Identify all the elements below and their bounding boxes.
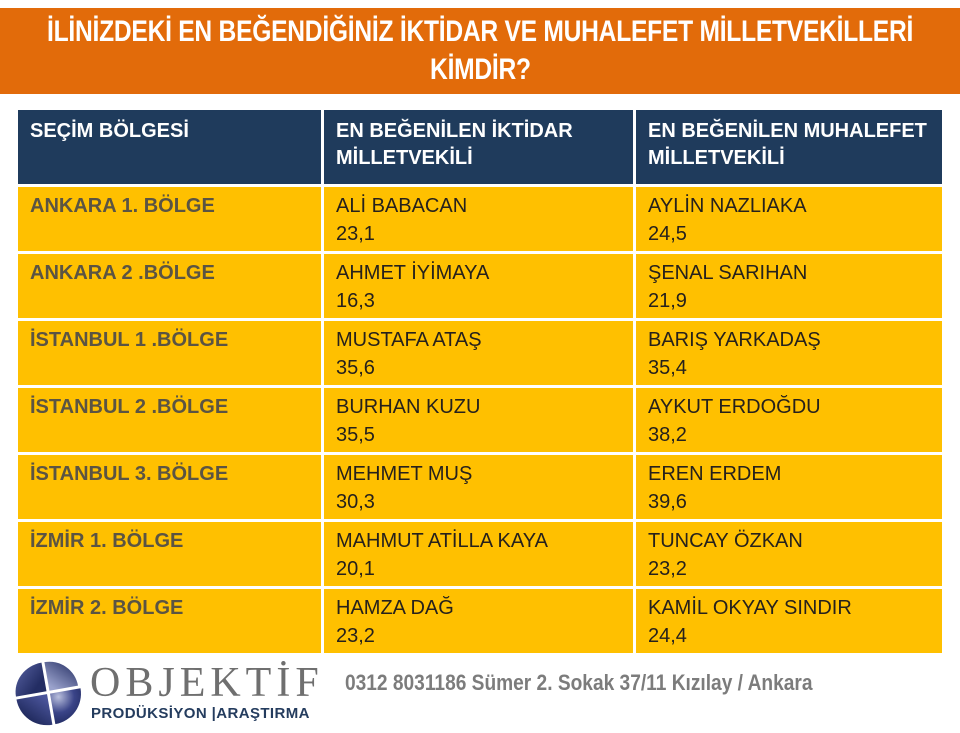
- table-cell-region: İZMİR 1. BÖLGE: [18, 522, 321, 586]
- slide-title-line2: KİMDİR?: [429, 53, 531, 86]
- mp-score: 35,5: [336, 424, 375, 446]
- table-cell-muhalefet: EREN ERDEM 39,6: [636, 455, 942, 519]
- table-cell-iktidar: BURHAN KUZU 35,5: [324, 388, 633, 452]
- mp-name: HAMZA DAĞ: [336, 597, 454, 619]
- mp-score: 20,1: [336, 558, 375, 580]
- mp-score: 23,2: [336, 625, 375, 647]
- table-cell-region: İSTANBUL 2 .BÖLGE: [18, 388, 321, 452]
- table-cell-iktidar: ALİ BABACAN 23,1: [324, 187, 633, 251]
- table-cell-iktidar: MUSTAFA ATAŞ 35,6: [324, 321, 633, 385]
- mp-score: 35,4: [648, 357, 687, 379]
- mp-name: BURHAN KUZU: [336, 396, 481, 418]
- mp-name: AYKUT ERDOĞDU: [648, 396, 821, 418]
- mp-name: KAMİL OKYAY SINDIR: [648, 597, 852, 619]
- footer: OBJEKTİF PRODÜKSİYON |ARAŞTIRMA 0312 803…: [0, 656, 960, 731]
- objektif-logo: OBJEKTİF PRODÜKSİYON |ARAŞTIRMA: [10, 657, 319, 731]
- mp-name: ALİ BABACAN: [336, 195, 468, 217]
- mp-name: AHMET İYİMAYA: [336, 262, 490, 284]
- mp-score: 16,3: [336, 290, 375, 312]
- table-cell-iktidar: MAHMUT ATİLLA KAYA 20,1: [324, 522, 633, 586]
- table-cell-iktidar: HAMZA DAĞ 23,2: [324, 589, 633, 653]
- table-cell-region: ANKARA 1. BÖLGE: [18, 187, 321, 251]
- mp-name: TUNCAY ÖZKAN: [648, 530, 803, 552]
- table-cell-region: İZMİR 2. BÖLGE: [18, 589, 321, 653]
- header-cell-region: SEÇİM BÖLGESİ: [18, 110, 321, 184]
- table-cell-muhalefet: AYLİN NAZLIAKA 24,5: [636, 187, 942, 251]
- mp-score: 24,4: [648, 625, 687, 647]
- contact-info: 0312 8031186 Sümer 2. Sokak 37/11 Kızıla…: [345, 670, 813, 695]
- table-cell-region: ANKARA 2 .BÖLGE: [18, 254, 321, 318]
- header-cell-muhalefet: EN BEĞENİLEN MUHALEFET MİLLETVEKİLİ: [636, 110, 942, 184]
- table-cell-muhalefet: KAMİL OKYAY SINDIR 24,4: [636, 589, 942, 653]
- mp-score: 23,1: [336, 223, 375, 245]
- table-cell-muhalefet: TUNCAY ÖZKAN 23,2: [636, 522, 942, 586]
- table-cell-muhalefet: AYKUT ERDOĞDU 38,2: [636, 388, 942, 452]
- mp-name: AYLİN NAZLIAKA: [648, 195, 807, 217]
- logo-subtitle: PRODÜKSİYON |ARAŞTIRMA: [91, 705, 310, 722]
- mp-name: ŞENAL SARIHAN: [648, 262, 808, 284]
- mp-name: EREN ERDEM: [648, 463, 782, 485]
- table-cell-iktidar: AHMET İYİMAYA 16,3: [324, 254, 633, 318]
- mp-name: MAHMUT ATİLLA KAYA: [336, 530, 548, 552]
- mp-name: BARIŞ YARKADAŞ: [648, 329, 821, 351]
- table-cell-iktidar: MEHMET MUŞ 30,3: [324, 455, 633, 519]
- mp-score: 39,6: [648, 491, 687, 513]
- slide-title-line1: İLİNİZDEKİ EN BEĞENDİĞİNİZ İKTİDAR VE MU…: [47, 15, 914, 48]
- mp-name: MEHMET MUŞ: [336, 463, 473, 485]
- table-cell-muhalefet: ŞENAL SARIHAN 21,9: [636, 254, 942, 318]
- results-table: SEÇİM BÖLGESİ EN BEĞENİLEN İKTİDAR MİLLE…: [18, 110, 942, 653]
- title-banner: İLİNİZDEKİ EN BEĞENDİĞİNİZ İKTİDAR VE MU…: [0, 8, 960, 94]
- objektif-logo-icon: [9, 655, 88, 733]
- mp-score: 21,9: [648, 290, 687, 312]
- mp-name: MUSTAFA ATAŞ: [336, 329, 482, 351]
- header-cell-iktidar: EN BEĞENİLEN İKTİDAR MİLLETVEKİLİ: [324, 110, 633, 184]
- mp-score: 35,6: [336, 357, 375, 379]
- mp-score: 30,3: [336, 491, 375, 513]
- table-cell-region: İSTANBUL 1 .BÖLGE: [18, 321, 321, 385]
- logo-title: OBJEKTİF: [90, 660, 324, 706]
- mp-score: 23,2: [648, 558, 687, 580]
- table-cell-muhalefet: BARIŞ YARKADAŞ 35,4: [636, 321, 942, 385]
- mp-score: 24,5: [648, 223, 687, 245]
- table-cell-region: İSTANBUL 3. BÖLGE: [18, 455, 321, 519]
- mp-score: 38,2: [648, 424, 687, 446]
